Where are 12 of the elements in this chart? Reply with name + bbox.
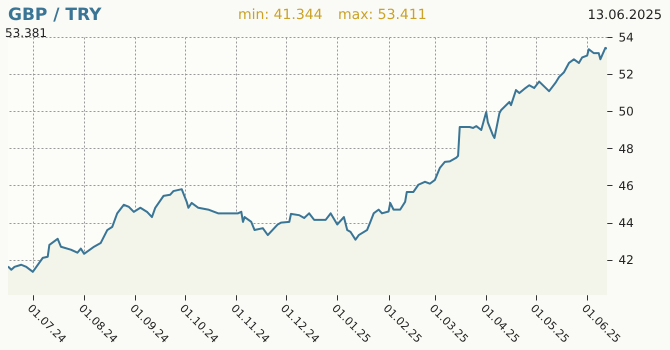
annotation: 53.381 (5, 26, 47, 40)
text: 13.06.2025 (588, 8, 662, 23)
text: max: 53.411 (338, 7, 427, 23)
y-tick-label: 44 (618, 216, 634, 230)
y-tick-label: 54 (618, 30, 634, 44)
text: min: 41.344 (238, 7, 323, 23)
y-tick-label: 46 (618, 178, 634, 193)
y-tick-label: 48 (618, 142, 634, 156)
y-tick-label: 52 (618, 68, 634, 82)
y-tick-label: 50 (618, 104, 634, 119)
chart-title: GBP / TRY (8, 5, 102, 25)
y-tick-label: 42 (618, 253, 634, 268)
